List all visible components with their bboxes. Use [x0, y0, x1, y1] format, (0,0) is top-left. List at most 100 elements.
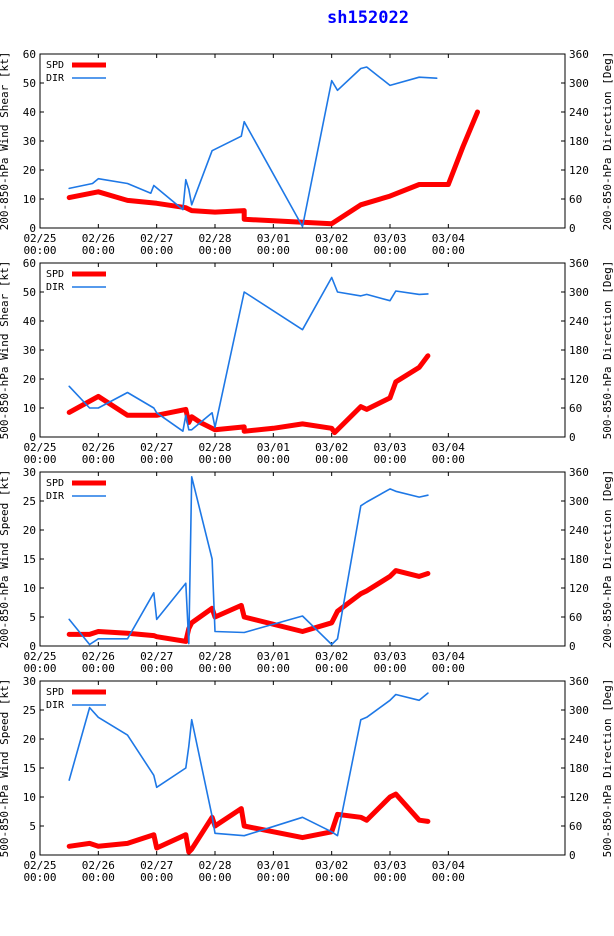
x-tick-label-date: 02/25 — [23, 232, 56, 245]
x-tick-label-time: 00:00 — [432, 662, 465, 675]
y-axis-label-left: 200-850-hPa Wind Speed [kt] — [0, 470, 11, 649]
y-tick-label-left: 20 — [23, 733, 36, 746]
x-tick-label-time: 00:00 — [315, 662, 348, 675]
x-tick-label-date: 03/01 — [257, 441, 290, 454]
legend-label-spd: SPD — [46, 60, 64, 71]
x-tick-label-date: 03/01 — [257, 232, 290, 245]
x-tick-label-time: 00:00 — [82, 453, 115, 466]
y-tick-label-left: 30 — [23, 135, 36, 148]
x-tick-label-date: 03/02 — [315, 650, 348, 663]
x-tick-label-date: 02/27 — [140, 232, 173, 245]
x-tick-label-time: 00:00 — [432, 244, 465, 257]
x-tick-label-date: 03/03 — [373, 441, 406, 454]
x-tick-label-time: 00:00 — [373, 453, 406, 466]
y-tick-label-left: 50 — [23, 286, 36, 299]
y-tick-label-left: 40 — [23, 315, 36, 328]
x-tick-label-date: 03/02 — [315, 859, 348, 872]
y-tick-label-left: 0 — [29, 640, 36, 653]
y-tick-label-left: 40 — [23, 106, 36, 119]
y-tick-label-left: 0 — [29, 431, 36, 444]
x-tick-label-date: 02/28 — [198, 232, 231, 245]
y-axis-label-right: 200-850-hPa Direction [Deg] — [601, 470, 614, 649]
y-tick-label-right: 300 — [569, 77, 589, 90]
y-tick-label-left: 5 — [29, 611, 36, 624]
y-tick-label-right: 60 — [569, 820, 582, 833]
x-tick-label-date: 03/03 — [373, 859, 406, 872]
y-tick-label-right: 300 — [569, 704, 589, 717]
x-tick-label-date: 03/03 — [373, 650, 406, 663]
y-tick-label-left: 60 — [23, 48, 36, 61]
x-tick-label-time: 00:00 — [315, 871, 348, 884]
y-tick-label-left: 50 — [23, 77, 36, 90]
x-tick-label-time: 00:00 — [257, 453, 290, 466]
y-tick-label-right: 120 — [569, 373, 589, 386]
y-axis-label-right: 200-850-hPa Direction [Deg] — [601, 52, 614, 231]
x-tick-label-time: 00:00 — [23, 244, 56, 257]
legend-label-spd: SPD — [46, 478, 64, 489]
y-tick-label-right: 60 — [569, 611, 582, 624]
y-tick-label-right: 120 — [569, 164, 589, 177]
legend-label-dir: DIR — [46, 282, 65, 293]
x-tick-label-time: 00:00 — [140, 871, 173, 884]
x-tick-label-date: 03/03 — [373, 232, 406, 245]
y-tick-label-left: 10 — [23, 791, 36, 804]
y-tick-label-left: 30 — [23, 675, 36, 688]
y-tick-label-left: 20 — [23, 164, 36, 177]
y-tick-label-right: 360 — [569, 257, 589, 270]
chart-title: sh152022 — [327, 8, 409, 28]
x-tick-label-time: 00:00 — [257, 871, 290, 884]
y-tick-label-right: 180 — [569, 553, 589, 566]
x-tick-label-date: 02/28 — [198, 650, 231, 663]
x-tick-label-time: 00:00 — [140, 662, 173, 675]
y-axis-label-left: 500-850-hPa Wind Shear [kt] — [0, 261, 11, 440]
x-tick-label-date: 02/26 — [82, 441, 115, 454]
x-tick-label-date: 03/04 — [432, 232, 465, 245]
y-tick-label-left: 15 — [23, 762, 36, 775]
y-tick-label-right: 300 — [569, 286, 589, 299]
legend-label-spd: SPD — [46, 687, 64, 698]
y-tick-label-right: 240 — [569, 106, 589, 119]
plot-frame-1 — [39, 53, 566, 229]
x-tick-label-date: 03/04 — [432, 441, 465, 454]
legend-label-dir: DIR — [46, 491, 65, 502]
x-tick-label-time: 00:00 — [82, 871, 115, 884]
y-tick-label-left: 10 — [23, 193, 36, 206]
x-tick-label-time: 00:00 — [198, 871, 231, 884]
y-tick-label-right: 180 — [569, 344, 589, 357]
x-tick-label-time: 00:00 — [23, 453, 56, 466]
y-tick-label-left: 0 — [29, 222, 36, 235]
x-tick-label-date: 03/01 — [257, 650, 290, 663]
series-line-spd-1 — [66, 109, 480, 227]
y-tick-label-right: 120 — [569, 582, 589, 595]
y-tick-label-right: 240 — [569, 733, 589, 746]
x-tick-label-date: 02/27 — [140, 650, 173, 663]
x-tick-label-time: 00:00 — [432, 871, 465, 884]
series-line-dir-2 — [68, 276, 429, 433]
y-tick-label-right: 0 — [569, 431, 576, 444]
y-tick-label-left: 20 — [23, 373, 36, 386]
y-tick-label-left: 30 — [23, 344, 36, 357]
y-tick-label-right: 360 — [569, 675, 589, 688]
y-tick-label-right: 0 — [569, 849, 576, 862]
series-line-spd-4 — [66, 791, 431, 855]
x-tick-label-time: 00:00 — [373, 244, 406, 257]
x-tick-label-date: 03/02 — [315, 232, 348, 245]
y-axis-label-right: 500-850-hPa Direction [Deg] — [601, 679, 614, 858]
y-axis-label-left: 200-850-hPa Wind Shear [kt] — [0, 52, 11, 231]
y-tick-label-right: 300 — [569, 495, 589, 508]
series-line-dir-1 — [68, 66, 438, 228]
x-tick-label-time: 00:00 — [432, 453, 465, 466]
y-tick-label-right: 0 — [569, 640, 576, 653]
x-tick-label-time: 00:00 — [373, 871, 406, 884]
y-tick-label-left: 10 — [23, 582, 36, 595]
x-tick-label-date: 03/02 — [315, 441, 348, 454]
x-tick-label-date: 02/26 — [82, 650, 115, 663]
plot-frame-3 — [39, 471, 566, 647]
y-tick-label-left: 25 — [23, 495, 36, 508]
y-tick-label-right: 180 — [569, 135, 589, 148]
y-tick-label-right: 180 — [569, 762, 589, 775]
y-tick-label-right: 60 — [569, 193, 582, 206]
y-tick-label-left: 20 — [23, 524, 36, 537]
x-tick-label-date: 03/04 — [432, 859, 465, 872]
x-tick-label-time: 00:00 — [198, 453, 231, 466]
